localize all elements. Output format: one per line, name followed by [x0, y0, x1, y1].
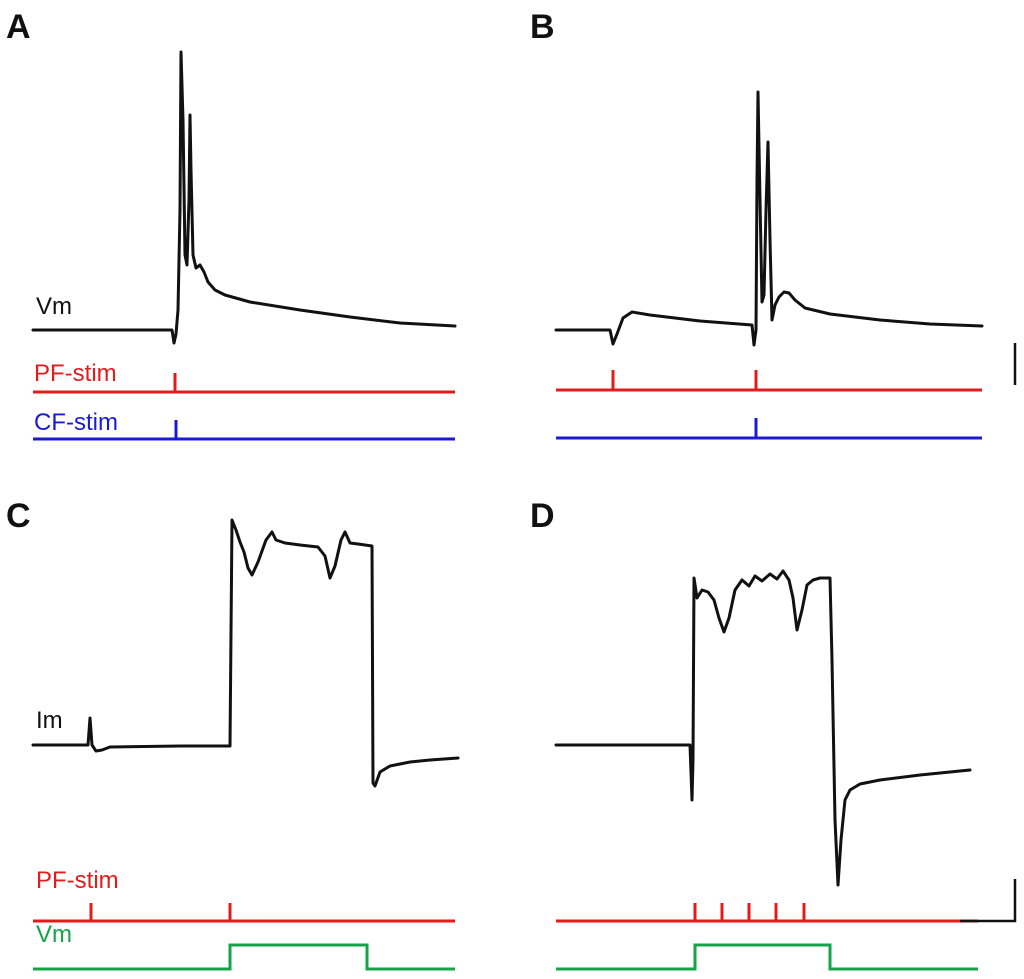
panel-a-cf-stim-trace: [33, 420, 455, 441]
panel-b-vm-trace: [554, 90, 984, 347]
panel-c-im-label: Im: [36, 707, 63, 734]
panel-d-pf-stim-trace: [556, 903, 978, 923]
panel-b-letter: B: [530, 8, 555, 46]
panel-a-letter: A: [6, 8, 31, 46]
panel-a-pf-stim-label: PF-stim: [34, 360, 117, 387]
panel-d-scale-bar: [960, 879, 1017, 923]
panel-a-cf-stim-label: CF-stim: [34, 409, 118, 436]
panel-d-vm-step-trace: [556, 943, 978, 971]
panel-c-vm-label: Vm: [36, 921, 72, 948]
panel-d-letter: D: [530, 497, 555, 535]
panel-b: B: [530, 8, 1017, 440]
panel-a: A Vm PF-stim CF-stim: [6, 8, 457, 441]
panel-b-cf-stim-trace: [556, 418, 982, 440]
panel-b-pf-stim-trace: [556, 370, 982, 392]
panel-c-im-trace: [31, 518, 460, 788]
panel-c: C Im PF-stim Vm: [6, 497, 460, 971]
panel-c-letter: C: [6, 497, 31, 535]
panel-a-pf-stim-trace: [33, 373, 455, 394]
panel-c-pf-stim-label: PF-stim: [36, 867, 119, 894]
panel-c-vm-step-trace: [33, 943, 455, 971]
panel-d-im-trace: [554, 569, 972, 887]
panel-a-vm-label: Vm: [36, 293, 72, 320]
panel-c-pf-stim-trace: [33, 903, 455, 923]
panel-d: D: [530, 497, 1017, 971]
panel-a-vm-trace: [31, 50, 457, 345]
